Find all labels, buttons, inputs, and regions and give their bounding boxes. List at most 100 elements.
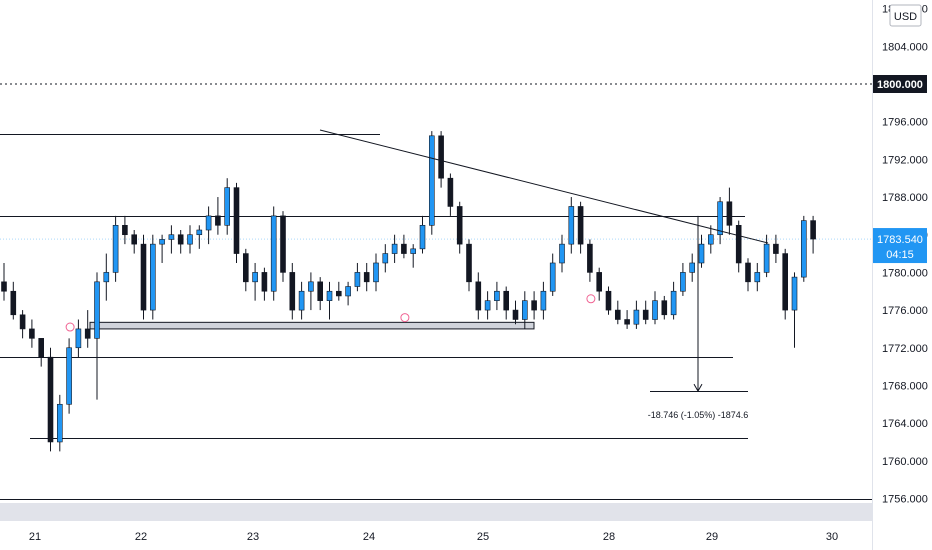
bottom-scroll-strip[interactable]	[0, 503, 872, 521]
candle-body	[419, 225, 426, 250]
candle[interactable]	[531, 291, 537, 320]
candle[interactable]	[680, 262, 686, 296]
candle[interactable]	[605, 286, 612, 315]
candle[interactable]	[447, 173, 454, 216]
candle[interactable]	[345, 281, 351, 306]
candle[interactable]	[661, 295, 668, 320]
candle[interactable]	[94, 272, 100, 400]
candle[interactable]	[456, 201, 463, 254]
candle[interactable]	[596, 267, 603, 301]
candle[interactable]	[652, 291, 658, 325]
candle[interactable]	[698, 234, 705, 268]
price-axis[interactable]: 1808.0001804.0001796.0001792.0001788.000…	[873, 4, 928, 506]
candle[interactable]	[29, 319, 35, 348]
candle[interactable]	[177, 230, 184, 254]
candle[interactable]	[484, 291, 491, 320]
candle[interactable]	[252, 262, 258, 301]
candle[interactable]	[587, 239, 593, 282]
candles-group[interactable]	[1, 131, 816, 452]
candle[interactable]	[140, 234, 147, 320]
candle[interactable]	[503, 286, 510, 320]
candle[interactable]	[438, 131, 444, 188]
price-tick-label: 1764.000	[882, 418, 928, 430]
candle[interactable]	[224, 178, 230, 235]
candle[interactable]	[689, 253, 696, 282]
candle[interactable]	[735, 220, 742, 273]
candle[interactable]	[10, 281, 17, 320]
candle[interactable]	[289, 262, 296, 320]
candle[interactable]	[187, 225, 193, 254]
candle[interactable]	[298, 281, 305, 320]
candle[interactable]	[335, 281, 342, 301]
candle[interactable]	[373, 253, 379, 292]
candle[interactable]	[215, 197, 221, 235]
candle[interactable]	[577, 201, 584, 254]
candle[interactable]	[401, 234, 407, 259]
candle[interactable]	[103, 253, 110, 301]
candle[interactable]	[540, 281, 547, 320]
candle[interactable]	[773, 234, 779, 263]
candle[interactable]	[84, 310, 91, 348]
candle[interactable]	[670, 281, 677, 320]
candle[interactable]	[150, 234, 156, 320]
candle[interactable]	[391, 234, 398, 263]
candle-body	[168, 234, 175, 240]
candle[interactable]	[317, 277, 324, 311]
candle[interactable]	[745, 258, 751, 292]
candle[interactable]	[428, 131, 435, 235]
candle[interactable]	[308, 272, 314, 311]
candle[interactable]	[494, 281, 500, 311]
candle[interactable]	[261, 267, 268, 301]
candle[interactable]	[19, 310, 26, 339]
candle[interactable]	[75, 319, 82, 358]
candle[interactable]	[205, 206, 212, 245]
candle[interactable]	[168, 225, 175, 254]
candle[interactable]	[549, 253, 556, 296]
candle[interactable]	[122, 215, 128, 245]
candle[interactable]	[559, 234, 565, 273]
candle[interactable]	[410, 244, 417, 268]
time-axis[interactable]: 21 22 23 24 25 28 29 30	[29, 531, 838, 543]
candle[interactable]	[614, 300, 621, 325]
candle[interactable]	[326, 281, 333, 320]
candle[interactable]	[763, 234, 770, 278]
candle[interactable]	[475, 272, 482, 320]
candle[interactable]	[280, 211, 286, 282]
candle[interactable]	[810, 215, 816, 254]
candle[interactable]	[243, 248, 249, 292]
candle[interactable]	[56, 394, 63, 452]
candle[interactable]	[800, 215, 807, 282]
candle[interactable]	[521, 291, 528, 329]
candle[interactable]	[363, 262, 370, 292]
candle[interactable]	[512, 300, 519, 325]
candle[interactable]	[624, 310, 630, 329]
candle[interactable]	[382, 244, 389, 273]
currency-badge[interactable]: USD	[889, 4, 922, 27]
candle[interactable]	[791, 272, 798, 348]
candle[interactable]	[66, 338, 72, 414]
candle[interactable]	[1, 262, 7, 301]
date-tick-label: 25	[477, 531, 489, 543]
candle[interactable]	[568, 197, 575, 254]
candle-body	[447, 177, 454, 207]
candle[interactable]	[707, 225, 714, 254]
candle[interactable]	[419, 215, 426, 254]
candle[interactable]	[159, 234, 165, 263]
candle[interactable]	[782, 248, 789, 320]
candle[interactable]	[233, 182, 240, 263]
candle[interactable]	[196, 225, 203, 249]
candle[interactable]	[642, 300, 649, 325]
candle[interactable]	[354, 262, 361, 292]
candle[interactable]	[38, 338, 45, 367]
candle[interactable]	[754, 262, 761, 292]
candle[interactable]	[717, 197, 723, 245]
candle[interactable]	[726, 187, 733, 235]
candle[interactable]	[633, 300, 640, 329]
candle[interactable]	[112, 215, 119, 282]
candle[interactable]	[270, 206, 277, 301]
candle[interactable]	[131, 230, 137, 254]
candle[interactable]	[47, 347, 54, 452]
candle[interactable]	[466, 239, 472, 292]
countdown-label: 04:15	[886, 249, 914, 261]
